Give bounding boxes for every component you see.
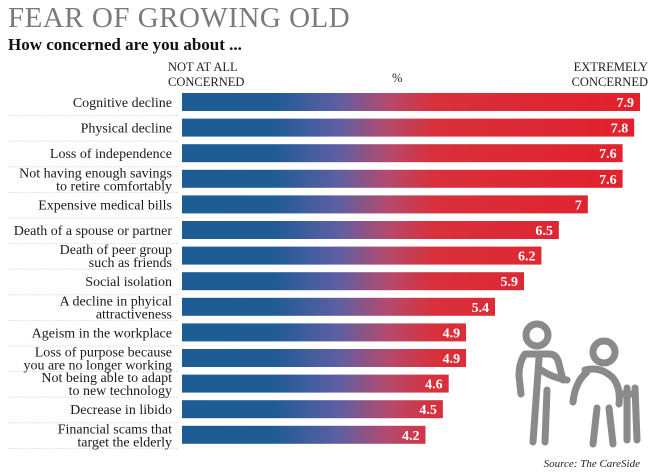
category-label: Death of peer group such as friends <box>60 243 172 271</box>
category-label: Decrease in libido <box>70 403 172 418</box>
bar-value-label: 4.2 <box>402 429 420 444</box>
bar <box>182 118 635 137</box>
bar-value-label: 7.6 <box>599 173 617 188</box>
bar <box>182 297 496 316</box>
bar-value-label: 7.6 <box>599 147 617 162</box>
bar <box>182 425 426 444</box>
bar-value-label: 4.6 <box>425 378 443 393</box>
bar-value-label: 6.5 <box>535 224 553 239</box>
bar <box>182 195 588 214</box>
category-label: Expensive medical bills <box>38 198 172 213</box>
source-note: Source: The CareSide <box>543 458 640 470</box>
bar <box>182 374 449 393</box>
category-label: Cognitive decline <box>73 96 172 111</box>
category-label: Financial scams that target the elderly <box>58 422 172 450</box>
bar-value-label: 5.9 <box>501 275 519 290</box>
bar <box>182 144 623 163</box>
category-label: Loss of purpose because you are no longer… <box>23 346 172 374</box>
bar-value-label: 4.9 <box>443 326 461 341</box>
category-label: A decline in phyical attractiveness <box>60 294 172 322</box>
category-label: Social isolation <box>85 275 172 290</box>
scale-high-label: EXTREMELY CONCERNED <box>571 60 648 89</box>
category-label: Not being able to adapt to new technology <box>41 371 172 399</box>
bar-value-label: 6.2 <box>518 250 536 265</box>
scale-low-label: NOT AT ALL CONCERNED <box>168 60 245 89</box>
bar-value-label: 7.9 <box>617 96 635 111</box>
category-label: Not having enough savings to retire comfo… <box>19 166 172 194</box>
percent-label: % <box>392 71 403 85</box>
bar <box>182 221 559 239</box>
bar-value-label: 4.9 <box>443 352 461 367</box>
bar-value-label: 5.4 <box>472 301 490 316</box>
bar-value-label: 7.8 <box>611 122 629 137</box>
category-label: Physical decline <box>81 122 172 137</box>
bar <box>182 400 443 419</box>
category-label: Loss of independence <box>50 147 172 162</box>
bar-value-label: 4.5 <box>419 403 437 418</box>
bar <box>182 323 467 342</box>
bar <box>182 246 542 265</box>
bar <box>182 169 623 188</box>
elderly-people-walker-icon <box>515 320 641 448</box>
category-label: Death of a spouse or partner <box>14 224 173 239</box>
bar <box>182 93 640 111</box>
chart-subtitle: How concerned are you about ... <box>8 35 242 54</box>
bar <box>182 349 467 367</box>
bar-value-label: 7 <box>575 198 582 213</box>
chart-title: FEAR OF GROWING OLD <box>8 2 351 34</box>
bar <box>182 272 525 291</box>
category-label: Ageism in the workplace <box>32 326 172 341</box>
